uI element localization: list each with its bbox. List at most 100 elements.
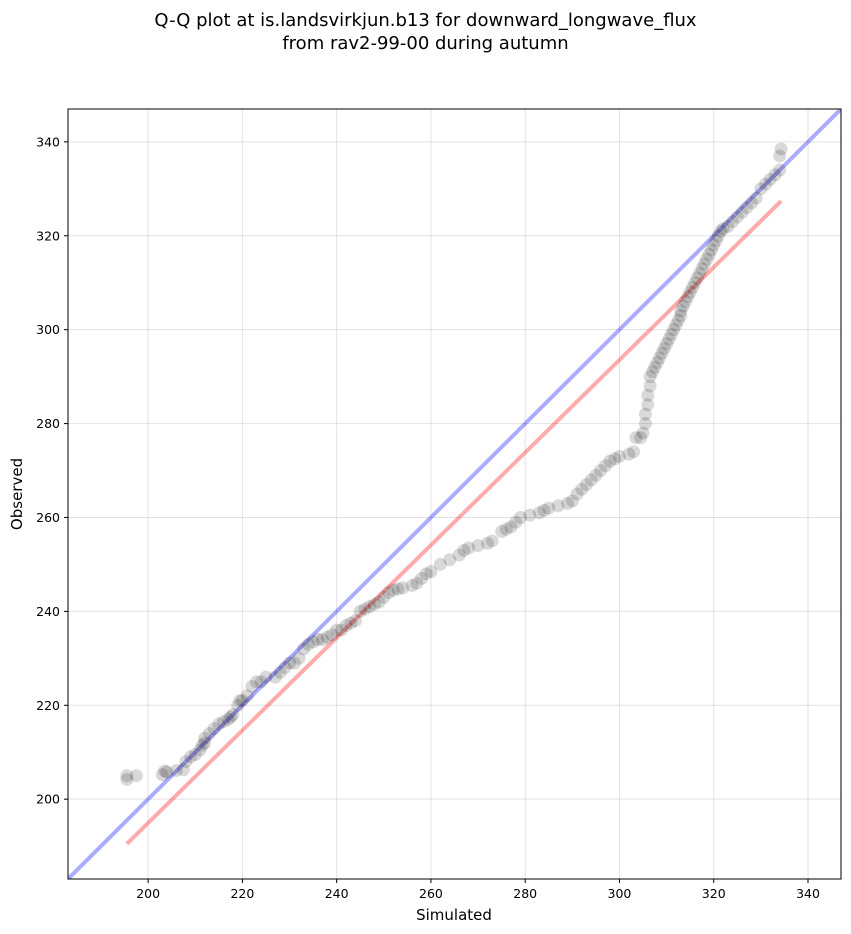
qq-point (499, 522, 513, 536)
qq-point (532, 506, 546, 520)
qq-point (768, 168, 782, 182)
qq-point (655, 346, 669, 360)
qq-point (523, 508, 537, 522)
x-tick-label: 240 (325, 886, 349, 901)
qq-point (372, 595, 386, 609)
qq-point (283, 656, 297, 670)
qq-point (301, 637, 315, 651)
qq-point (405, 579, 419, 593)
qq-point (763, 172, 777, 186)
qq-point (594, 464, 608, 478)
qq-point (386, 583, 400, 597)
qq-point (339, 618, 353, 632)
x-tick-label: 200 (136, 886, 160, 901)
one-to-one-line (68, 109, 841, 879)
qq-point (551, 499, 565, 513)
qq-point (363, 600, 377, 614)
qq-point (226, 708, 240, 722)
qq-point (202, 726, 216, 740)
x-axis-ticks: 200 220 240 260 280 300 320 340 (136, 879, 820, 901)
qq-point (671, 313, 685, 327)
qq-point (217, 715, 231, 729)
qq-point (726, 215, 740, 229)
qq-point (693, 266, 707, 280)
qq-point (636, 426, 650, 440)
qq-point (198, 731, 212, 745)
qq-point (198, 736, 212, 750)
qq-point (676, 299, 690, 313)
qq-point (268, 670, 282, 684)
qq-point (195, 738, 209, 752)
qq-point (480, 536, 494, 550)
qq-point (740, 201, 754, 215)
qq-point (714, 224, 728, 238)
qq-point (287, 656, 301, 670)
qq-point (716, 222, 730, 236)
qq-point (330, 623, 344, 637)
qq-point (603, 454, 617, 468)
qq-point (643, 370, 657, 384)
qq-point (735, 205, 749, 219)
qq-point (233, 694, 247, 708)
y-tick-label: 280 (36, 416, 60, 431)
qq-point (513, 510, 527, 524)
qq-point (320, 630, 334, 644)
qq-point (667, 323, 681, 337)
qq-point (169, 764, 183, 778)
qq-point (129, 769, 143, 783)
qq-point (645, 365, 659, 379)
qq-point (686, 280, 700, 294)
qq-point (648, 360, 662, 374)
qq-point (158, 764, 172, 778)
qq-point (471, 539, 485, 553)
qq-point (662, 332, 676, 346)
plot-frame (67, 108, 842, 880)
qq-point (259, 670, 273, 684)
qq-point (773, 149, 787, 163)
qq-point (561, 496, 575, 510)
qq-point (695, 262, 709, 276)
qq-point (774, 142, 788, 156)
qq-point (396, 581, 410, 595)
qq-point (485, 534, 499, 548)
qq-point (235, 694, 249, 708)
qq-point (669, 318, 683, 332)
qq-point (608, 452, 622, 466)
qq-point (657, 341, 671, 355)
qq-point (367, 597, 381, 611)
qq-point (664, 327, 678, 341)
qq-point (759, 177, 773, 191)
qq-point (589, 468, 603, 482)
qq-point (612, 449, 626, 463)
qq-point (629, 431, 643, 445)
qq-point (377, 590, 391, 604)
qq-point (681, 290, 695, 304)
qq-point (638, 407, 652, 421)
qq-point (221, 712, 235, 726)
y-tick-label: 260 (36, 510, 60, 525)
x-tick-label: 300 (608, 886, 632, 901)
qq-point (193, 743, 207, 757)
qq-point (176, 763, 190, 777)
qq-point (690, 271, 704, 285)
qq-point (224, 710, 238, 724)
qq-point (650, 356, 664, 370)
qq-point (509, 515, 523, 529)
x-tick-label: 260 (419, 886, 443, 901)
qq-point (311, 633, 325, 647)
qq-point (353, 604, 367, 618)
qq-point (120, 772, 134, 786)
qq-point (700, 252, 714, 266)
y-tick-label: 300 (36, 322, 60, 337)
qq-point (349, 614, 363, 628)
data-points (120, 142, 788, 786)
x-tick-label: 280 (513, 886, 537, 901)
qq-point (721, 219, 735, 233)
qq-point (334, 623, 348, 637)
qq-point (570, 487, 584, 501)
qq-point (179, 755, 193, 769)
qq-point (674, 304, 688, 318)
qq-point (358, 602, 372, 616)
y-tick-label: 340 (36, 134, 60, 149)
